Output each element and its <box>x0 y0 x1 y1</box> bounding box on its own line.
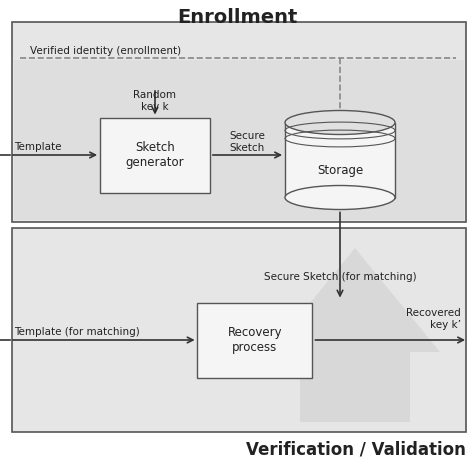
Text: Enrollment: Enrollment <box>177 8 297 27</box>
Text: Sketch
generator: Sketch generator <box>126 141 184 169</box>
Text: Storage: Storage <box>317 164 363 176</box>
Ellipse shape <box>285 185 395 210</box>
Text: Secure Sketch (for matching): Secure Sketch (for matching) <box>264 273 416 283</box>
Text: Random
key k: Random key k <box>134 90 176 111</box>
Text: Recovery
process: Recovery process <box>228 326 283 354</box>
Text: Recovered
key k’: Recovered key k’ <box>406 309 461 330</box>
Text: Verified identity (enrollment): Verified identity (enrollment) <box>30 46 181 56</box>
Bar <box>12 22 466 222</box>
Bar <box>198 302 312 377</box>
Ellipse shape <box>285 110 395 135</box>
Text: Template (for matching): Template (for matching) <box>14 327 140 337</box>
Bar <box>12 228 466 432</box>
Bar <box>285 122 395 198</box>
Text: Secure
Sketch: Secure Sketch <box>229 131 265 153</box>
Text: Template: Template <box>14 142 62 152</box>
Text: Verification / Validation: Verification / Validation <box>246 440 466 458</box>
Polygon shape <box>270 248 440 422</box>
Bar <box>14 60 464 220</box>
Bar <box>100 118 210 192</box>
